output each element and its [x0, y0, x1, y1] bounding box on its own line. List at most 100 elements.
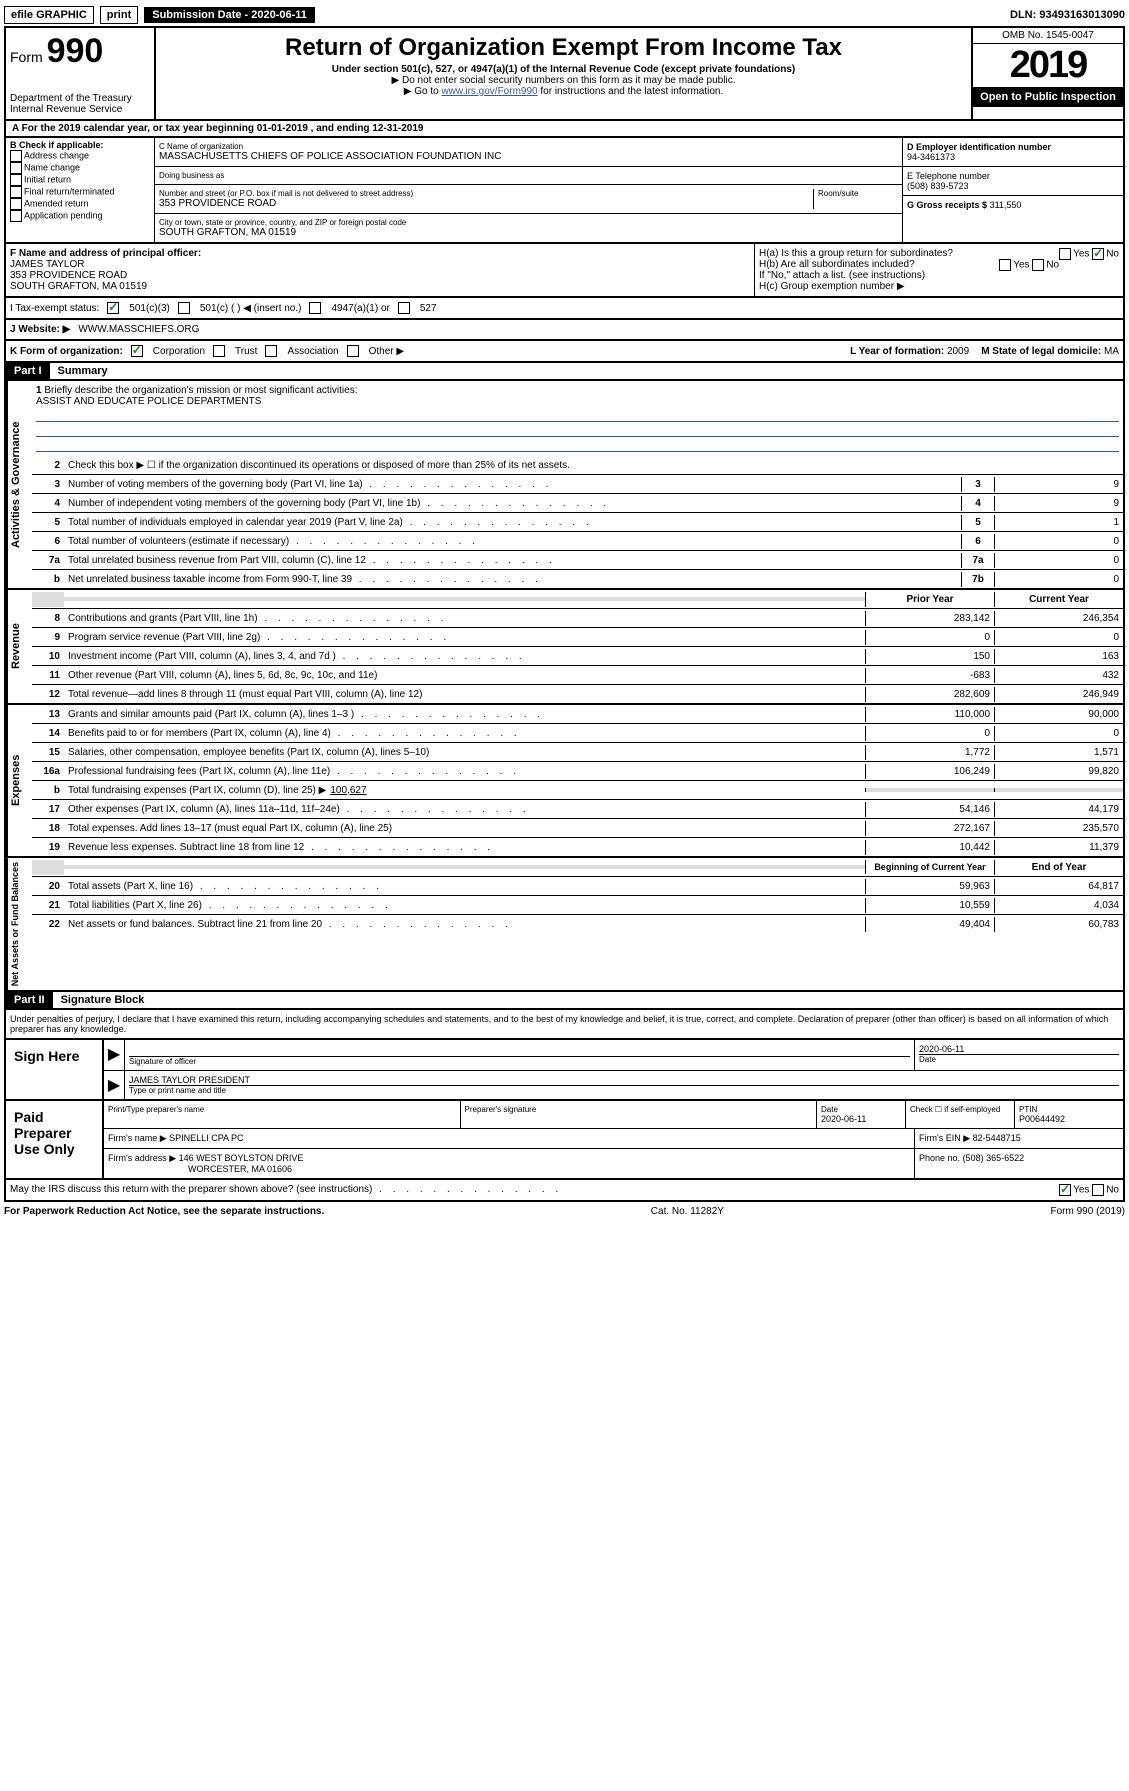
- line-12-current: 246,949: [994, 687, 1123, 702]
- section-c: C Name of organization MASSACHUSETTS CHI…: [155, 138, 903, 242]
- line-7a-box: 7a: [961, 553, 994, 568]
- line-12-prior: 282,609: [865, 687, 994, 702]
- line-16b-desc: Total fundraising expenses (Part IX, col…: [64, 783, 865, 798]
- paid-preparer-label: Paid Preparer Use Only: [6, 1101, 104, 1178]
- expenses-section: Expenses 13 Grants and similar amounts p…: [4, 705, 1125, 858]
- prior-year-header: Prior Year: [865, 592, 994, 607]
- phone-label: E Telephone number: [907, 171, 1119, 181]
- gross-value: 311,550: [990, 200, 1022, 210]
- line-16a-num: 16a: [32, 764, 64, 779]
- revenue-header-row: Prior Year Current Year: [32, 590, 1123, 609]
- hc-label: H(c) Group exemption number ▶: [759, 281, 1119, 292]
- form-note-2: ▶ Go to www.irs.gov/Form990 for instruct…: [160, 86, 967, 97]
- org-city: SOUTH GRAFTON, MA 01519: [159, 227, 898, 238]
- line-16b-current-shade: [994, 788, 1123, 792]
- perjury-statement: Under penalties of perjury, I declare th…: [4, 1010, 1125, 1040]
- footer-row: For Paperwork Reduction Act Notice, see …: [4, 1202, 1125, 1221]
- line-16b: b Total fundraising expenses (Part IX, c…: [32, 781, 1123, 800]
- kform-trust[interactable]: [213, 345, 225, 357]
- tax-year: 2019: [973, 44, 1123, 87]
- officer-name: JAMES TAYLOR: [10, 259, 750, 270]
- ha-yes[interactable]: [1059, 248, 1071, 260]
- line-15-prior: 1,772: [865, 745, 994, 760]
- status-501c[interactable]: [178, 302, 190, 314]
- firm-phone-label: Phone no.: [919, 1153, 960, 1163]
- efile-button[interactable]: efile GRAPHIC: [4, 6, 94, 24]
- kform-corp[interactable]: [131, 345, 143, 357]
- ha-no[interactable]: [1092, 248, 1104, 260]
- line-3-val: 9: [994, 477, 1123, 492]
- hb-no[interactable]: [1032, 259, 1044, 271]
- kform-other[interactable]: [347, 345, 359, 357]
- discuss-no[interactable]: [1092, 1184, 1104, 1196]
- self-employed-label: Check ☐ if self-employed: [906, 1101, 1015, 1128]
- governance-section: Activities & Governance 1 Briefly descri…: [4, 381, 1125, 590]
- line-7a: 7a Total unrelated business revenue from…: [32, 551, 1123, 570]
- section-h: H(a) Is this a group return for subordin…: [755, 244, 1123, 296]
- checkbox-name-change[interactable]: [10, 162, 22, 174]
- submission-date: Submission Date - 2020-06-11: [144, 7, 315, 23]
- line-2-desc: Check this box ▶ ☐ if the organization d…: [64, 458, 1123, 473]
- line-7a-val: 0: [994, 553, 1123, 568]
- form-header-right: OMB No. 1545-0047 2019 Open to Public In…: [971, 28, 1123, 119]
- status-501c3[interactable]: [107, 302, 119, 314]
- status-4947[interactable]: [309, 302, 321, 314]
- firm-addr2: WORCESTER, MA 01606: [188, 1164, 292, 1174]
- line-19: 19 Revenue less expenses. Subtract line …: [32, 838, 1123, 856]
- line-21-num: 21: [32, 898, 64, 913]
- section-f: F Name and address of principal officer:…: [6, 244, 755, 296]
- label-trust: Trust: [235, 346, 257, 357]
- print-button[interactable]: print: [100, 6, 138, 24]
- net-header-num: [32, 860, 64, 875]
- ein-label: D Employer identification number: [907, 142, 1119, 152]
- line-9: 9 Program service revenue (Part VIII, li…: [32, 628, 1123, 647]
- line-7b-box: 7b: [961, 572, 994, 587]
- ptin-label: PTIN: [1019, 1105, 1119, 1114]
- line-20-current: 64,817: [994, 879, 1123, 894]
- line-8: 8 Contributions and grants (Part VIII, l…: [32, 609, 1123, 628]
- line-15-current: 1,571: [994, 745, 1123, 760]
- addr-label: Number and street (or P.O. box if mail i…: [159, 189, 813, 198]
- line-6-num: 6: [32, 534, 64, 549]
- line-17-num: 17: [32, 802, 64, 817]
- line-21-desc: Total liabilities (Part X, line 26): [64, 898, 865, 913]
- label-address-change: Address change: [24, 150, 89, 160]
- beginning-year-header: Beginning of Current Year: [865, 860, 994, 874]
- label-501c: 501(c) ( ) ◀ (insert no.): [200, 303, 302, 314]
- name-title-label: Type or print name and title: [129, 1085, 1119, 1095]
- cat-number: Cat. No. 11282Y: [651, 1206, 724, 1217]
- line-4-val: 9: [994, 496, 1123, 511]
- revenue-vert-label: Revenue: [6, 590, 32, 703]
- gross-label: G Gross receipts $: [907, 200, 987, 210]
- ein-value: 94-3461373: [907, 152, 1119, 162]
- sign-here-label: Sign Here: [6, 1040, 104, 1099]
- form-header-center: Return of Organization Exempt From Incom…: [156, 28, 971, 119]
- net-assets-vert-label: Net Assets or Fund Balances: [6, 858, 32, 990]
- status-label: I Tax-exempt status:: [10, 303, 99, 314]
- line-19-current: 11,379: [994, 840, 1123, 855]
- line-17-desc: Other expenses (Part IX, column (A), lin…: [64, 802, 865, 817]
- hb-yes[interactable]: [999, 259, 1011, 271]
- kform-assoc[interactable]: [265, 345, 277, 357]
- irs-link[interactable]: www.irs.gov/Form990: [441, 86, 537, 97]
- hb-label: H(b) Are all subordinates included?: [759, 259, 915, 270]
- governance-vert-label: Activities & Governance: [6, 381, 32, 588]
- line-5-num: 5: [32, 515, 64, 530]
- arrow-icon-2: ▶: [104, 1071, 125, 1099]
- line-7b: b Net unrelated business taxable income …: [32, 570, 1123, 588]
- net-assets-section: Net Assets or Fund Balances Beginning of…: [4, 858, 1125, 992]
- checkbox-amended[interactable]: [10, 198, 22, 210]
- checkbox-application-pending[interactable]: [10, 210, 22, 222]
- discuss-yes[interactable]: [1059, 1184, 1071, 1196]
- line-13-current: 90,000: [994, 707, 1123, 722]
- checkbox-final-return[interactable]: [10, 186, 22, 198]
- checkbox-initial-return[interactable]: [10, 174, 22, 186]
- line-22-desc: Net assets or fund balances. Subtract li…: [64, 917, 865, 932]
- label-yes: Yes: [1073, 1185, 1089, 1196]
- net-header-row: Beginning of Current Year End of Year: [32, 858, 1123, 877]
- mission-line-2: [36, 422, 1119, 437]
- checkbox-address-change[interactable]: [10, 150, 22, 162]
- label-application-pending: Application pending: [24, 210, 103, 220]
- status-527[interactable]: [398, 302, 410, 314]
- label-amended: Amended return: [24, 198, 89, 208]
